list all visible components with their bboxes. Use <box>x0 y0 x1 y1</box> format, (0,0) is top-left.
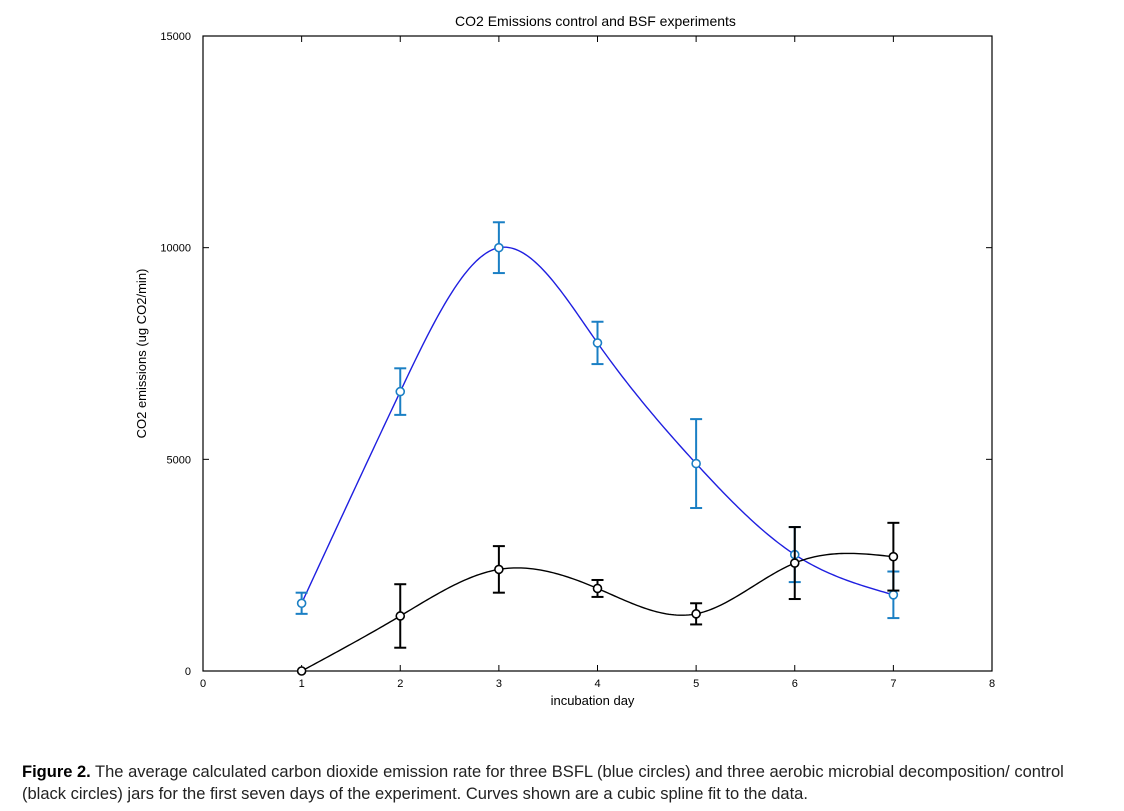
y-tick-label: 10000 <box>160 243 191 255</box>
data-point <box>395 386 406 397</box>
data-point <box>296 666 307 676</box>
figure-caption: Figure 2. The average calculated carbon … <box>22 761 1112 805</box>
x-tick-label: 3 <box>496 678 502 690</box>
y-tick-label: 0 <box>185 666 191 678</box>
x-tick-label: 0 <box>200 678 206 690</box>
x-tick-label: 7 <box>890 678 896 690</box>
data-point <box>691 458 701 469</box>
co2-chart: 0 1 2 3 4 5 6 7 8 0 5000 10000 15000 CO2 Emissions co… <box>134 13 995 708</box>
spline-fit-line <box>301 552 894 672</box>
chart-title: CO2 Emissions control and BSF experiment… <box>455 13 736 29</box>
spline-fit-line <box>300 246 894 604</box>
data-point <box>691 609 701 619</box>
x-tick-label: 2 <box>397 678 403 690</box>
data-point <box>592 583 603 594</box>
series-1 <box>296 521 900 676</box>
data-point <box>888 551 899 562</box>
caption-label: Figure 2. <box>22 763 91 781</box>
data-point <box>494 564 504 575</box>
x-tick-label: 8 <box>989 678 995 690</box>
data-point <box>888 589 899 600</box>
x-tick-label: 5 <box>693 678 699 690</box>
x-tick-label: 6 <box>792 678 798 690</box>
data-point <box>296 598 307 609</box>
data-point <box>592 338 603 348</box>
x-tick-label: 1 <box>299 678 305 690</box>
data-point <box>494 242 504 253</box>
x-axis-title: incubation day <box>551 693 635 708</box>
data-point <box>789 558 800 568</box>
y-tick-label: 15000 <box>160 31 191 43</box>
caption-text: The average calculated carbon dioxide em… <box>22 763 1064 803</box>
y-axis-title: CO2 emissions (ug CO2/min) <box>134 269 149 439</box>
x-tick-label: 4 <box>594 678 600 690</box>
data-point <box>395 611 406 621</box>
y-tick-label: 5000 <box>167 454 191 466</box>
